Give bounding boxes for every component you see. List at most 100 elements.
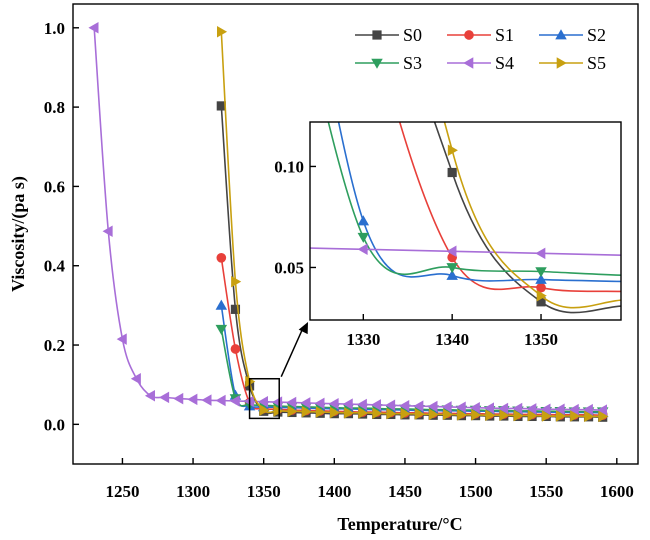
legend-marker: [464, 30, 474, 40]
data-point: [499, 409, 510, 421]
data-point: [216, 252, 227, 263]
inset-data-point: [446, 263, 458, 274]
inset-data-point: [536, 282, 546, 293]
data-point: [526, 403, 537, 415]
y-tick-label: 0.8: [44, 98, 65, 117]
data-point: [215, 324, 228, 335]
data-point: [427, 400, 438, 413]
x-tick-label: 1600: [600, 482, 634, 501]
data-point: [570, 410, 581, 422]
data-point: [217, 26, 228, 38]
data-point: [300, 397, 311, 409]
inset-data-point: [447, 167, 457, 178]
inset-series-line: [310, 247, 621, 256]
zoom-arrow: [280, 327, 304, 378]
legend-label: S3: [403, 53, 422, 73]
data-point: [328, 397, 339, 410]
legend-label: S0: [403, 25, 422, 45]
y-axis-title: Viscosity/(pa s): [8, 176, 29, 292]
zoom-arrow-head: [298, 322, 308, 335]
inset-x-tick-label: 1350: [524, 330, 558, 349]
legend-marker: [372, 30, 382, 40]
data-point: [469, 401, 480, 414]
data-point: [399, 399, 410, 412]
series-line: [220, 329, 603, 413]
data-point: [259, 404, 270, 416]
legend-marker: [463, 57, 474, 69]
inset-ticks: 1330 1340 1350 0.05 0.10: [274, 157, 558, 349]
data-point: [130, 372, 141, 385]
inset-y-tick-label: 0.10: [274, 157, 304, 176]
inset-series-S2: [337, 122, 621, 284]
data-point: [527, 409, 538, 422]
y-tick-label: 0.4: [44, 257, 66, 276]
legend-label: S2: [587, 25, 606, 45]
inset-series: [310, 122, 621, 314]
inset-data-point: [536, 297, 546, 307]
x-tick-label: 1350: [247, 482, 281, 501]
data-point: [471, 409, 482, 421]
data-point: [116, 333, 127, 345]
data-point: [315, 406, 326, 418]
data-point: [229, 395, 240, 407]
legend-item-S1: S1: [447, 25, 514, 45]
y-tick-label: 0.6: [44, 177, 65, 196]
data-point: [400, 407, 411, 420]
data-point: [498, 402, 509, 415]
data-point: [568, 403, 579, 416]
legend-item-S4: S4: [447, 53, 514, 73]
inset-data-point: [446, 269, 458, 280]
inset-data-point: [535, 267, 547, 278]
data-point: [386, 407, 397, 420]
inset-series-line: [443, 122, 621, 309]
inset-y-tick-label: 0.05: [274, 258, 304, 277]
legend-marker: [371, 58, 383, 69]
data-point: [173, 392, 184, 405]
data-point: [230, 344, 241, 354]
data-point: [513, 409, 524, 422]
data-point: [301, 405, 312, 418]
legend-item-S0: S0: [355, 25, 422, 45]
data-point: [413, 400, 424, 412]
data-point: [596, 404, 607, 416]
data-point: [216, 101, 226, 111]
inset-data-point: [357, 243, 368, 256]
inset-data-point: [447, 144, 458, 157]
inset-x-tick-label: 1330: [346, 330, 380, 349]
x-tick-label: 1550: [529, 482, 563, 501]
inset-data-point: [446, 245, 457, 258]
legend-marker: [555, 29, 567, 40]
inset-series-line: [398, 122, 621, 293]
data-point: [201, 394, 212, 406]
data-point: [257, 395, 268, 408]
inset-data-point: [535, 273, 547, 284]
data-point: [88, 22, 99, 34]
inset-series-line: [433, 122, 621, 314]
x-axis-title: Temperature/°C: [337, 514, 462, 534]
data-point: [358, 407, 369, 419]
data-point: [512, 402, 523, 415]
data-point: [598, 410, 609, 423]
data-point: [428, 408, 439, 421]
legend-label: S5: [587, 53, 606, 73]
inset-series-S0: [433, 122, 621, 314]
inset-series-S4: [310, 243, 621, 260]
zoom-indicator: [248, 322, 308, 420]
inset-series-line: [337, 122, 621, 283]
data-point: [187, 393, 198, 406]
data-point: [286, 396, 297, 409]
legend-item-S5: S5: [539, 53, 606, 73]
legend-item-S3: S3: [355, 53, 422, 73]
main-series: [88, 22, 609, 423]
x-tick-label: 1450: [388, 482, 422, 501]
data-point: [385, 399, 396, 412]
data-point: [584, 410, 595, 423]
data-point: [441, 401, 452, 413]
main-plot: 1250 1300 1350 1400 1450 1500 1550 1600 0.0 0.2 0.…: [8, 3, 639, 534]
data-point: [215, 299, 228, 310]
data-point: [455, 401, 466, 414]
legend-item-S2: S2: [539, 25, 606, 45]
legend-label: S1: [495, 25, 514, 45]
inset-data-point: [357, 232, 370, 243]
